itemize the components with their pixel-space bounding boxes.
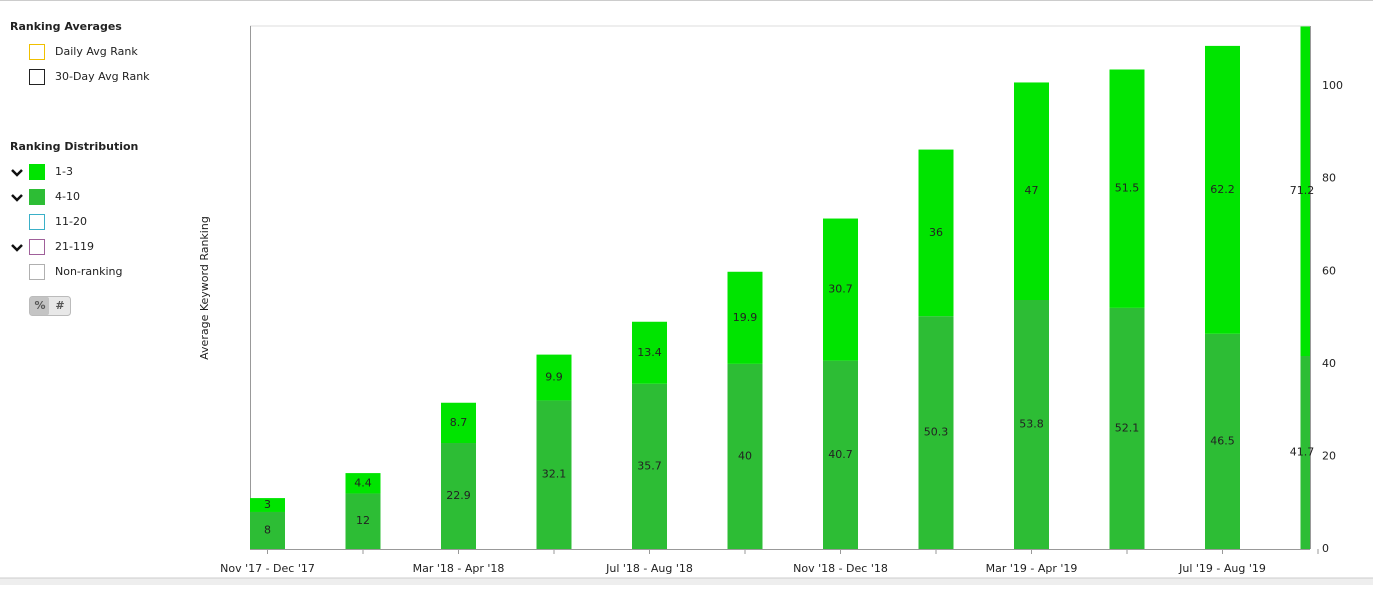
bar-segment [1109,69,1145,308]
y-tick-label: 40 [1322,357,1336,370]
data-label: 30.7 [828,283,853,296]
data-label: 40.7 [828,448,853,461]
data-label: 8 [264,523,271,536]
legend-swatch[interactable] [29,239,45,255]
data-label: 9.9 [545,371,563,384]
bar-segment [1014,299,1049,549]
toggle-option[interactable]: # [55,299,64,312]
collapse-chevron [11,244,23,252]
data-label: 40 [738,449,752,462]
bar-segment [632,383,667,549]
data-label: 36 [929,226,943,239]
bar-segment [250,498,285,512]
x-tick-label: Nov '17 - Dec '17 [220,562,315,575]
legend-label: 30-Day Avg Rank [55,70,150,83]
legend-label: Daily Avg Rank [55,45,138,58]
bar-segment [345,473,381,494]
data-label: 32.1 [542,468,567,481]
data-label: 35.7 [637,459,662,472]
x-tick-label: Jul '18 - Aug '18 [605,562,693,575]
bar-segment [823,218,858,361]
bar-segment [918,316,954,549]
bar-segment [1014,82,1049,300]
legend-swatch [29,69,45,85]
data-label: 62.2 [1210,183,1235,196]
bottom-strip [0,578,1373,585]
data-label: 22.9 [446,489,471,502]
legend-label: 21-119 [55,240,94,253]
data-label: 53.8 [1019,417,1044,430]
legend-label: Non-ranking [55,265,123,278]
bar-segment [250,511,285,549]
legend-label: 4-10 [55,190,80,203]
bar-segment [1300,355,1310,549]
collapse-chevron [11,194,23,202]
data-label: 71.2 [1290,184,1315,197]
legend-swatch[interactable] [29,189,45,205]
data-label: 50.3 [924,426,949,439]
panel-title: Ranking Averages [10,20,122,33]
data-label: 19.9 [733,311,758,324]
bar-segment [823,360,858,549]
data-label: 47 [1025,184,1039,197]
bar-segment [441,402,476,444]
x-tick-label: Jul '19 - Aug '19 [1178,562,1266,575]
y-tick-label: 60 [1322,264,1336,277]
bar-segment [727,271,763,364]
bar-segment [1109,307,1145,549]
data-label: 13.4 [637,346,662,359]
y-tick-label: 20 [1322,449,1336,462]
bars [250,26,1310,549]
bar-segment [1205,333,1240,549]
bar-segment [1300,26,1310,356]
data-label: 12 [356,514,370,527]
panel-title: Ranking Distribution [10,140,138,153]
x-tick-label: Mar '18 - Apr '18 [413,562,505,575]
legend-swatch [29,44,45,60]
bar-segment [1205,45,1240,334]
bar-segment [536,400,572,549]
bar-segment [441,443,476,549]
data-label: 52.1 [1115,421,1140,434]
toggle-option[interactable]: % [34,299,45,312]
data-label: 8.7 [450,416,468,429]
bar-segment [632,321,667,384]
data-label: 3 [264,498,271,511]
y-tick-label: 80 [1322,172,1336,185]
data-label: 41.7 [1290,445,1315,458]
collapse-chevron [11,169,23,177]
data-label: 46.5 [1210,434,1235,447]
bar-segment [918,149,954,317]
bar-segment [345,493,381,549]
legend-label: 1-3 [55,165,73,178]
data-label: 51.5 [1115,182,1140,195]
y-axis-label: Average Keyword Ranking [198,216,211,360]
y-tick-label: 0 [1322,542,1329,555]
x-tick-label: Mar '19 - Apr '19 [986,562,1078,575]
y-tick-label: 100 [1322,79,1343,92]
bar-segment [536,354,572,401]
legend-swatch[interactable] [29,214,45,230]
bar-segment [727,363,763,549]
x-tick-label: Nov '18 - Dec '18 [793,562,888,575]
toggle-active [30,297,49,315]
legend-swatch[interactable] [29,264,45,280]
legend-swatch[interactable] [29,164,45,180]
data-label: 4.4 [354,476,372,489]
legend-label: 11-20 [55,215,87,228]
